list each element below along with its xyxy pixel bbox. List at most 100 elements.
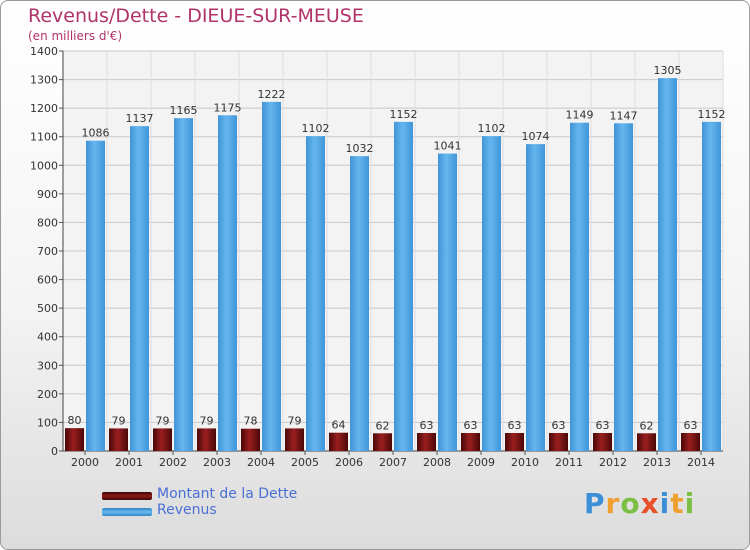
- bar-revenus-2003: [218, 115, 237, 452]
- bar-revenus-2006: [350, 156, 369, 451]
- data-label-dette-2014: 63: [684, 419, 698, 432]
- x-tick-label-2005: 2005: [291, 456, 319, 469]
- data-label-revenus-2008: 1041: [434, 140, 462, 153]
- data-label-revenus-2011: 1149: [566, 109, 594, 122]
- y-tick-label-200: 200: [37, 388, 58, 401]
- bar-revenus-2008: [438, 153, 457, 452]
- y-tick-label-100: 100: [37, 416, 58, 429]
- bar-revenus-2007: [394, 121, 413, 451]
- y-tick-label-1400: 1400: [30, 45, 58, 58]
- data-label-dette-2005: 79: [288, 414, 302, 427]
- data-label-revenus-2010: 1074: [522, 130, 550, 143]
- data-label-revenus-2004: 1222: [258, 88, 286, 101]
- logo-letter: i: [684, 487, 696, 520]
- data-label-dette-2009: 63: [464, 419, 478, 432]
- logo-letter: o: [620, 487, 641, 520]
- bar-revenus-2009: [482, 136, 501, 451]
- data-label-dette-2004: 78: [244, 415, 258, 428]
- logo-letter: r: [605, 487, 621, 520]
- x-tick-label-2010: 2010: [511, 456, 539, 469]
- y-tick-label-1200: 1200: [30, 102, 58, 115]
- bar-dette-2005: [285, 428, 304, 451]
- data-label-dette-2002: 79: [156, 414, 170, 427]
- x-tick-label-2001: 2001: [115, 456, 143, 469]
- bar-revenus-2010: [526, 144, 545, 451]
- legend-label-dette: Montant de la Dette: [157, 486, 298, 502]
- bar-dette-2014: [681, 433, 700, 451]
- bar-dette-2013: [637, 433, 656, 451]
- logo-letter: t: [670, 487, 685, 520]
- logo-letter: x: [640, 487, 660, 520]
- logo-letter: P: [584, 487, 606, 520]
- bar-dette-2002: [153, 428, 172, 451]
- x-tick-label-2000: 2000: [71, 456, 99, 469]
- x-tick-label-2007: 2007: [379, 456, 407, 469]
- data-label-dette-2011: 63: [552, 419, 566, 432]
- data-label-revenus-2007: 1152: [390, 108, 418, 121]
- legend-label-revenus: Revenus: [157, 502, 217, 518]
- y-tick-label-600: 600: [37, 274, 58, 287]
- logo-letter: i: [659, 487, 671, 520]
- y-tick-label-700: 700: [37, 245, 58, 258]
- data-label-revenus-2012: 1147: [610, 109, 638, 122]
- bar-revenus-2000: [86, 140, 105, 451]
- bar-dette-2000: [65, 428, 84, 451]
- bar-dette-2009: [461, 433, 480, 451]
- y-tick-label-0: 0: [51, 445, 58, 458]
- y-tick-label-1300: 1300: [30, 74, 58, 87]
- bar-dette-2001: [109, 428, 128, 451]
- bar-dette-2008: [417, 433, 436, 451]
- y-tick-label-900: 900: [37, 188, 58, 201]
- data-label-dette-2001: 79: [112, 414, 126, 427]
- data-label-dette-2006: 64: [332, 419, 346, 432]
- legend-swatch-revenus: [102, 508, 152, 516]
- y-tick-label-400: 400: [37, 331, 58, 344]
- proxiti-logo: Proxiti: [584, 487, 695, 520]
- bar-revenus-2005: [306, 136, 325, 451]
- chart-title: Revenus/Dette - DIEUE-SUR-MEUSE: [28, 5, 364, 27]
- data-label-revenus-2003: 1175: [214, 101, 242, 114]
- data-label-revenus-2013: 1305: [654, 64, 682, 77]
- legend-swatch-dette: [102, 492, 152, 500]
- bar-dette-2007: [373, 433, 392, 451]
- bar-dette-2006: [329, 432, 348, 451]
- bar-dette-2004: [241, 428, 260, 451]
- bar-revenus-2001: [130, 126, 149, 452]
- bar-dette-2010: [505, 433, 524, 451]
- bar-revenus-2002: [174, 118, 193, 452]
- bar-dette-2011: [549, 433, 568, 451]
- bar-revenus-2014: [702, 121, 721, 451]
- x-tick-label-2014: 2014: [687, 456, 715, 469]
- y-tick-label-300: 300: [37, 359, 58, 372]
- data-label-revenus-2002: 1165: [170, 104, 198, 117]
- data-label-dette-2000: 80: [68, 414, 82, 427]
- x-tick-label-2012: 2012: [599, 456, 627, 469]
- bar-revenus-2004: [262, 101, 281, 451]
- data-label-dette-2013: 62: [640, 419, 654, 432]
- x-tick-label-2006: 2006: [335, 456, 363, 469]
- x-tick-label-2003: 2003: [203, 456, 231, 469]
- x-tick-label-2004: 2004: [247, 456, 275, 469]
- bar-dette-2012: [593, 433, 612, 451]
- data-label-dette-2008: 63: [420, 419, 434, 432]
- y-tick-label-1100: 1100: [30, 131, 58, 144]
- y-tick-label-1000: 1000: [30, 159, 58, 172]
- data-label-dette-2012: 63: [596, 419, 610, 432]
- data-label-dette-2003: 79: [200, 414, 214, 427]
- data-label-revenus-2005: 1102: [302, 122, 330, 135]
- data-label-revenus-2000: 1086: [82, 127, 110, 140]
- x-tick-label-2011: 2011: [555, 456, 583, 469]
- data-label-revenus-2009: 1102: [478, 122, 506, 135]
- x-tick-label-2009: 2009: [467, 456, 495, 469]
- chart-subtitle: (en milliers d'€): [28, 29, 123, 43]
- data-label-dette-2010: 63: [508, 419, 522, 432]
- x-tick-label-2008: 2008: [423, 456, 451, 469]
- data-label-revenus-2014: 1152: [698, 108, 726, 121]
- bar-dette-2003: [197, 428, 216, 451]
- y-tick-label-500: 500: [37, 302, 58, 315]
- data-label-revenus-2006: 1032: [346, 142, 374, 155]
- bar-revenus-2012: [614, 123, 633, 452]
- x-tick-label-2013: 2013: [643, 456, 671, 469]
